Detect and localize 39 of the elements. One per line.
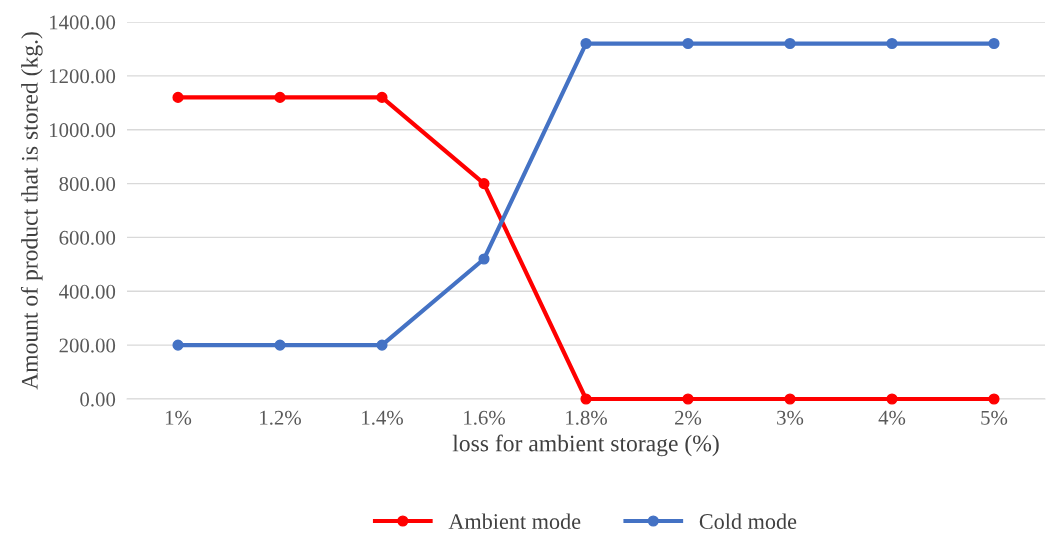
point [376, 91, 388, 103]
point [988, 393, 1000, 405]
point [682, 37, 694, 50]
y-tick-label: 1400.00 [50, 15, 116, 30]
x-tick-label: 1.8% [566, 410, 607, 425]
point [784, 37, 796, 50]
point [682, 393, 694, 405]
y-tick-label: 600.00 [59, 230, 116, 245]
point [478, 178, 490, 190]
y-tick-label: 1000.00 [50, 123, 116, 138]
legend-label: Cold mode [699, 513, 797, 530]
point [376, 339, 388, 351]
legend-label: Ambient mode [448, 513, 581, 530]
x-tick-label: 1.2% [260, 410, 301, 425]
x-tick-label: 1% [165, 410, 192, 425]
x-tick-label: 3% [777, 410, 804, 425]
x-tick-label: 1.6% [464, 410, 505, 425]
y-tick-label: 0.00 [80, 392, 116, 407]
point [580, 37, 592, 50]
y-tick-label: 400.00 [59, 284, 116, 299]
y-tick-label: 800.00 [59, 176, 116, 192]
x-tick-label: 5% [981, 410, 1008, 425]
y-tick-label: 1200.00 [50, 69, 116, 84]
x-tick-label: 2% [675, 410, 702, 425]
point [784, 393, 796, 405]
point [886, 37, 898, 50]
point [580, 393, 592, 405]
x-axis-title: loss for ambient storage (%) [452, 434, 719, 457]
point [478, 253, 490, 265]
x-tick-label: 1.4% [362, 410, 403, 425]
point [886, 393, 898, 405]
point [172, 91, 184, 103]
y-axis-title: Amount of product that is stored (kg.) [20, 32, 43, 390]
x-tick-label: 4% [878, 410, 906, 425]
y-tick-label: 200.00 [59, 338, 116, 353]
point [274, 91, 286, 103]
point [172, 339, 184, 351]
point [988, 37, 1000, 50]
point [274, 339, 286, 351]
